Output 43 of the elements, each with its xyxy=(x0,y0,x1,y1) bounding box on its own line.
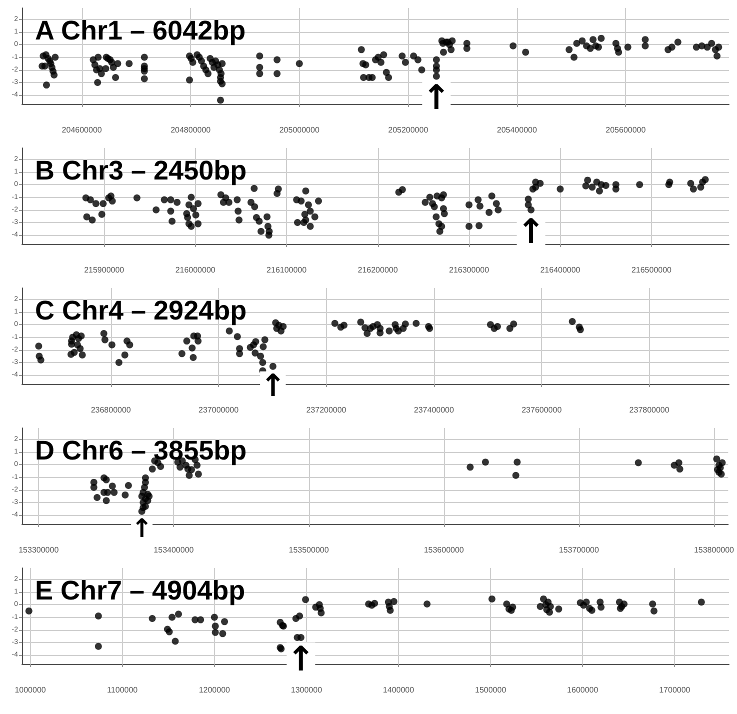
x-tick-label: 237800000 xyxy=(629,406,670,414)
chart-title: D Chr6 – 3855bp xyxy=(35,436,247,466)
x-tick-label: 153300000 xyxy=(18,546,60,554)
x-tick-label: 1600000 xyxy=(567,686,599,694)
x-tick-label: 153400000 xyxy=(154,546,194,554)
x-tick-label: 153500000 xyxy=(288,546,330,554)
chart-title: B Chr3 – 2450bp xyxy=(35,156,247,186)
x-tick-label: 153600000 xyxy=(424,546,464,554)
x-tick-label: 1500000 xyxy=(474,686,507,694)
x-tick-label: 1700000 xyxy=(659,686,691,694)
x-tick-label: 216500000 xyxy=(631,266,672,274)
x-tick-label: 153700000 xyxy=(558,546,600,554)
annotation: ↑ xyxy=(286,639,316,680)
x-tick-label: 216200000 xyxy=(358,266,398,274)
x-tick-label: 237400000 xyxy=(414,406,454,414)
x-tick-label: 237200000 xyxy=(306,406,347,414)
x-tick-label: 216400000 xyxy=(540,266,581,274)
annotation: ↑ xyxy=(516,212,546,252)
x-tick-label: 1200000 xyxy=(198,686,231,694)
chart-title: A Chr1 – 6042bp xyxy=(35,16,246,46)
x-tick-label: 237000000 xyxy=(198,406,240,414)
x-tick-label: 205600000 xyxy=(606,126,646,134)
x-tick-label: 204800000 xyxy=(170,126,212,134)
x-tick-label: 205400000 xyxy=(496,126,538,134)
x-tick-label: 1100000 xyxy=(107,686,138,694)
x-tick-label: 204600000 xyxy=(62,126,102,134)
x-tick-label: 216000000 xyxy=(175,266,216,274)
x-tick-label: 1400000 xyxy=(382,686,415,694)
chart-title: E Chr7 – 4904bp xyxy=(35,576,246,606)
annotation: ↑ xyxy=(422,78,451,118)
x-tick-label: 216300000 xyxy=(448,266,490,274)
x-tick-label: 1300000 xyxy=(290,686,323,694)
x-tick-label: 153800000 xyxy=(694,546,735,554)
x-tick-label: 236800000 xyxy=(90,406,132,414)
annotation: ↑ xyxy=(260,369,286,404)
x-tick-label: 1000000 xyxy=(14,686,46,694)
x-tick-label: 237600000 xyxy=(522,406,562,414)
x-tick-label: 216100000 xyxy=(266,266,308,274)
x-tick-label: 205200000 xyxy=(388,126,429,134)
x-tick-label: 215900000 xyxy=(84,266,125,274)
x-tick-label: 205000000 xyxy=(279,126,320,134)
annotation: ↑ xyxy=(131,514,153,544)
chart-title: C Chr4 – 2924bp xyxy=(35,296,247,326)
